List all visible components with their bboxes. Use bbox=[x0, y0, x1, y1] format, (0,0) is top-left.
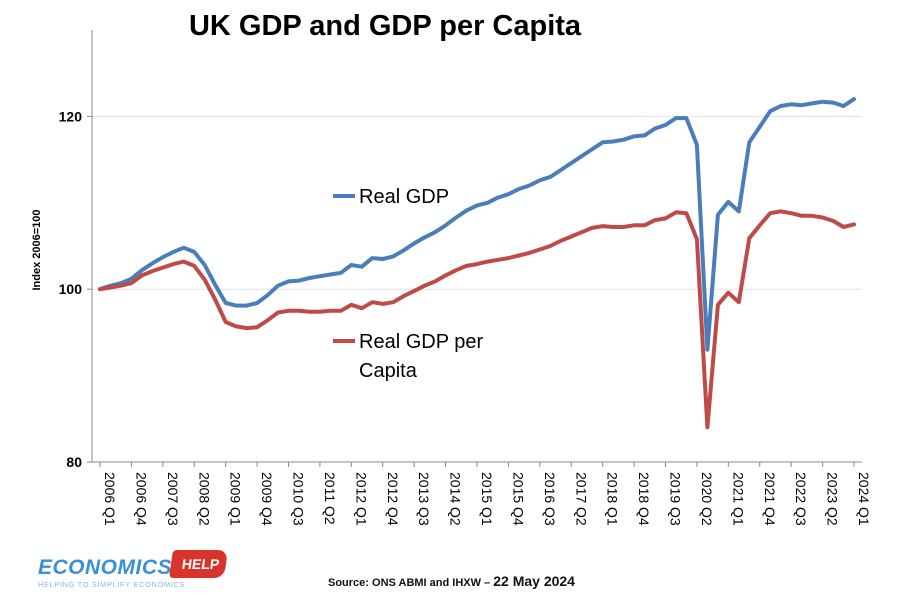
chart-title: UK GDP and GDP per Capita bbox=[189, 10, 582, 42]
logo-word: ECONOMICS bbox=[38, 556, 173, 579]
y-tick-label: 80 bbox=[66, 454, 82, 470]
economics-help-logo[interactable]: ECONOMICS HELP HELPING TO SIMPLIFY ECONO… bbox=[38, 548, 229, 598]
logo-badge: HELP bbox=[169, 550, 229, 578]
grid bbox=[92, 115, 862, 290]
x-tick-label: 2016 Q3 bbox=[542, 472, 558, 526]
legend-label: Real GDP bbox=[359, 186, 449, 208]
source-date: 22 May 2024 bbox=[493, 573, 575, 589]
x-tick-label: 2011 Q2 bbox=[322, 472, 338, 525]
x-tick-label: 2021 Q1 bbox=[730, 472, 746, 526]
source-text: Source: ONS ABMI and IHXW – bbox=[328, 577, 494, 589]
legend-label: Capita bbox=[359, 360, 418, 382]
x-tick-label: 2009 Q4 bbox=[259, 472, 275, 526]
series-group bbox=[98, 97, 856, 430]
x-tick-label: 2015 Q4 bbox=[510, 472, 526, 526]
x-tick-label: 2006 Q4 bbox=[133, 472, 149, 526]
y-ticks: 80 100 120 bbox=[59, 108, 92, 470]
x-tick-label: 2010 Q3 bbox=[291, 472, 307, 526]
x-tick-label: 2020 Q2 bbox=[699, 472, 715, 526]
y-tick-label: 100 bbox=[59, 281, 83, 297]
logo-tagline: HELPING TO SIMPLIFY ECONOMICS bbox=[38, 580, 186, 589]
x-tick-label: 2018 Q1 bbox=[605, 472, 621, 526]
source-note: Source: ONS ABMI and IHXW – 22 May 2024 bbox=[328, 573, 575, 589]
series-line-real-gdp bbox=[98, 97, 856, 352]
x-tick-label: 2019 Q3 bbox=[668, 472, 684, 526]
x-tick-label: 2008 Q2 bbox=[196, 472, 212, 526]
x-tick-label: 2006 Q1 bbox=[102, 472, 118, 526]
x-tick-label: 2007 Q3 bbox=[165, 472, 181, 526]
x-tick-label: 2018 Q4 bbox=[636, 472, 652, 526]
x-tick-label: 2012 Q1 bbox=[353, 472, 369, 526]
x-tick-label: 2022 Q3 bbox=[793, 472, 809, 526]
x-tick-label: 2012 Q4 bbox=[385, 472, 401, 526]
series-line-real-gdp-per-capita bbox=[98, 209, 856, 430]
x-tick-label: 2009 Q1 bbox=[228, 472, 244, 526]
y-axis-label: Index 2006=100 bbox=[31, 209, 43, 290]
legend-label: Real GDP per bbox=[359, 331, 483, 353]
x-tick-label: 2015 Q1 bbox=[479, 472, 495, 526]
x-tick-label: 2013 Q3 bbox=[416, 472, 432, 526]
x-tick-label: 2024 Q1 bbox=[856, 472, 872, 526]
y-tick-label: 120 bbox=[59, 108, 83, 124]
x-tick-label: 2021 Q4 bbox=[762, 472, 778, 526]
x-tick-label: 2023 Q2 bbox=[825, 472, 841, 526]
x-tick-label: 2014 Q2 bbox=[448, 472, 464, 526]
series-annotations: Real GDP Real GDP per Capita bbox=[333, 186, 483, 382]
x-tick-label: 2017 Q2 bbox=[573, 472, 589, 526]
x-ticks: 2006 Q1 2006 Q4 2007 Q3 2008 Q2 2009 Q1 2009 … bbox=[99, 462, 872, 526]
